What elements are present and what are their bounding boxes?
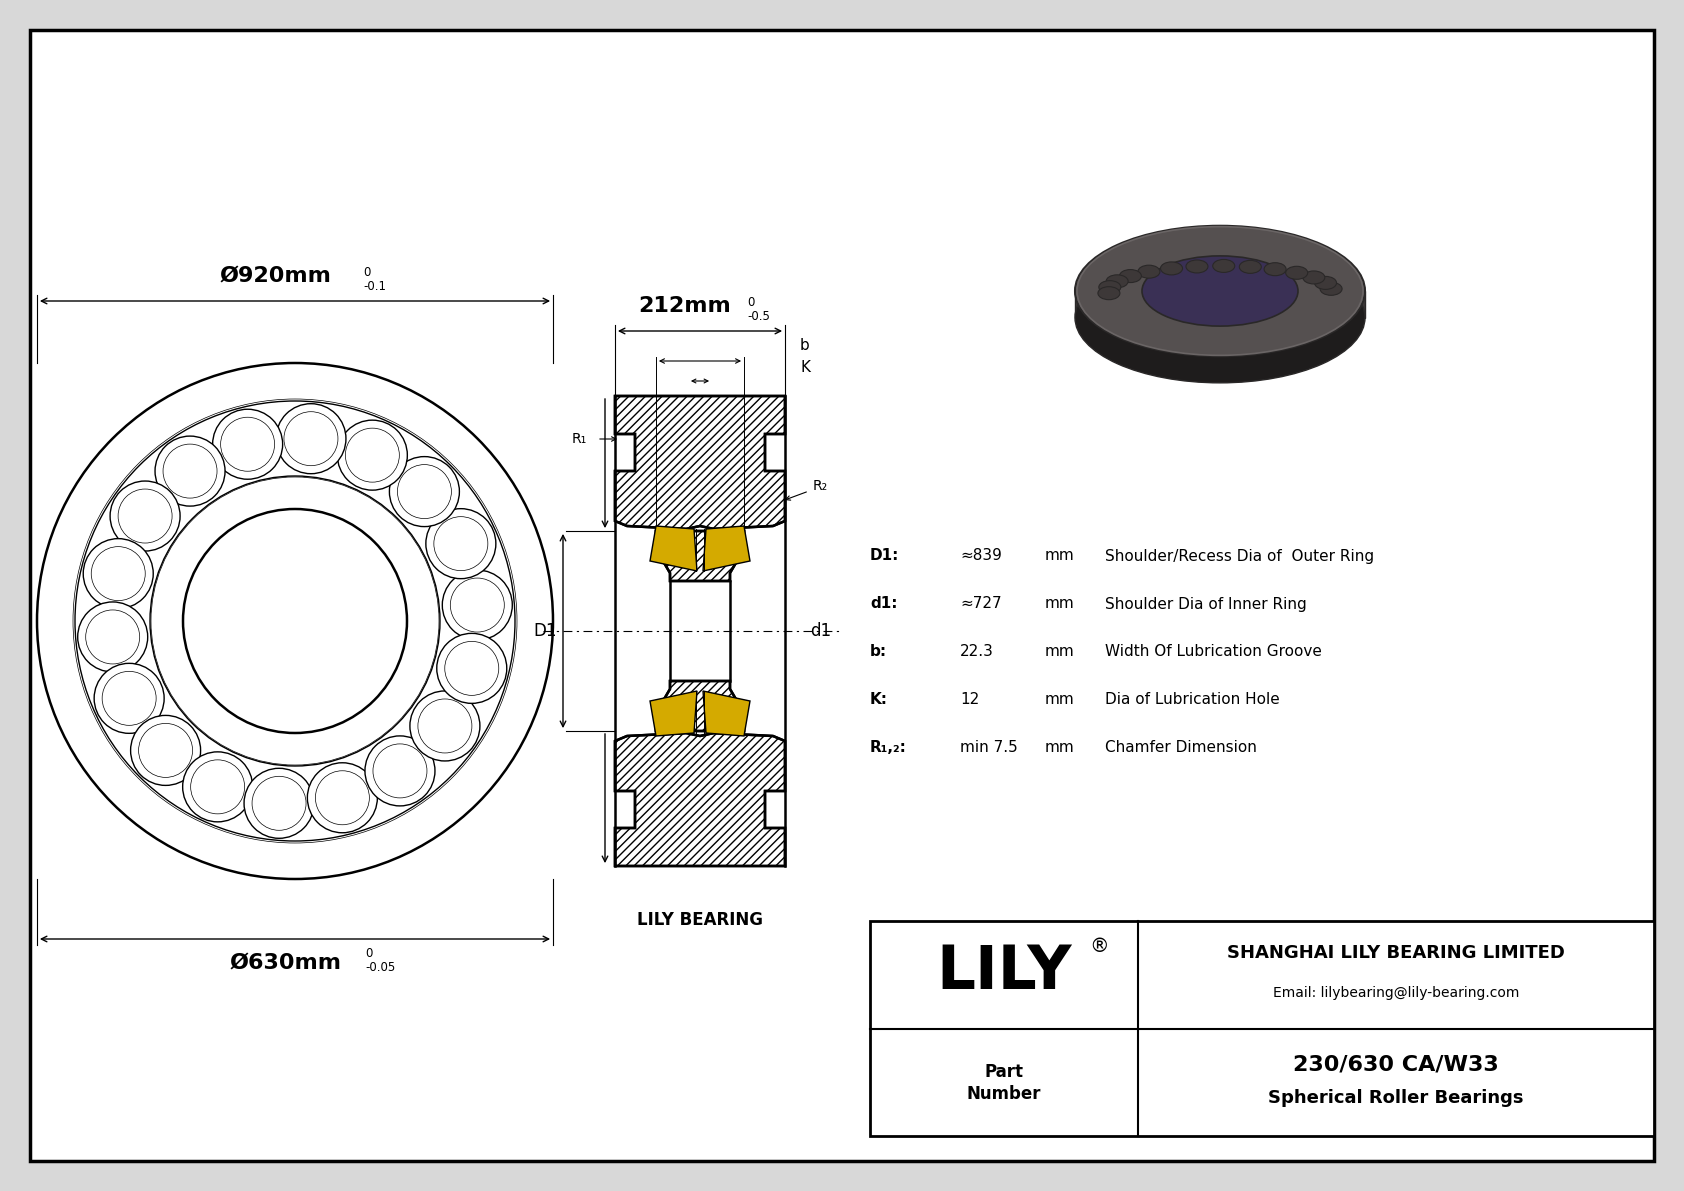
Bar [871, 921, 1654, 1136]
Text: Shoulder/Recess Dia of  Outer Ring: Shoulder/Recess Dia of Outer Ring [1105, 549, 1374, 563]
Circle shape [109, 481, 180, 551]
Ellipse shape [1138, 266, 1160, 279]
Polygon shape [702, 691, 749, 736]
Text: Spherical Roller Bearings: Spherical Roller Bearings [1268, 1090, 1524, 1108]
Text: 0: 0 [364, 266, 370, 279]
Text: Ø630mm: Ø630mm [229, 953, 340, 973]
Ellipse shape [1098, 287, 1120, 300]
Polygon shape [1074, 291, 1366, 318]
Text: Chamfer Dimension: Chamfer Dimension [1105, 741, 1256, 755]
Text: 212mm: 212mm [638, 297, 731, 316]
Circle shape [426, 509, 495, 579]
Circle shape [94, 663, 163, 734]
Circle shape [155, 436, 226, 506]
Ellipse shape [1212, 260, 1234, 273]
Text: b: b [800, 338, 810, 353]
Text: Email: lilybearing@lily-bearing.com: Email: lilybearing@lily-bearing.com [1273, 986, 1519, 999]
Ellipse shape [1142, 256, 1298, 326]
Ellipse shape [1320, 282, 1342, 295]
Text: 0: 0 [748, 297, 754, 308]
Circle shape [436, 634, 507, 704]
Text: mm: mm [1046, 549, 1074, 563]
Circle shape [77, 601, 148, 672]
Ellipse shape [1142, 282, 1298, 353]
Text: ®: ® [1090, 937, 1108, 956]
Text: mm: mm [1046, 597, 1074, 611]
Text: K:: K: [871, 692, 887, 707]
Circle shape [389, 456, 460, 526]
Text: Number: Number [967, 1085, 1041, 1103]
Text: ≈727: ≈727 [960, 597, 1002, 611]
Polygon shape [1142, 291, 1298, 318]
Ellipse shape [1100, 281, 1122, 294]
Polygon shape [650, 691, 697, 736]
Circle shape [308, 762, 377, 833]
Text: SHANGHAI LILY BEARING LIMITED: SHANGHAI LILY BEARING LIMITED [1228, 943, 1564, 962]
Polygon shape [702, 526, 749, 570]
Text: Ø920mm: Ø920mm [219, 266, 332, 286]
Circle shape [182, 752, 253, 822]
Text: Dia of Lubrication Hole: Dia of Lubrication Hole [1105, 692, 1280, 707]
Text: min 7.5: min 7.5 [960, 741, 1017, 755]
Text: mm: mm [1046, 644, 1074, 660]
Text: D1: D1 [534, 622, 557, 640]
Text: b:: b: [871, 644, 887, 660]
Text: 230/630 CA/W33: 230/630 CA/W33 [1293, 1054, 1499, 1074]
Ellipse shape [1285, 267, 1308, 280]
Text: mm: mm [1046, 741, 1074, 755]
Text: D1:: D1: [871, 549, 899, 563]
Text: R₁: R₁ [573, 432, 588, 445]
Text: d1:: d1: [871, 597, 898, 611]
Circle shape [276, 404, 345, 474]
Ellipse shape [1239, 261, 1261, 274]
Ellipse shape [1303, 270, 1325, 283]
Text: LILY: LILY [936, 943, 1071, 1003]
Ellipse shape [1186, 260, 1207, 273]
Polygon shape [650, 526, 697, 570]
Ellipse shape [1265, 263, 1287, 275]
Circle shape [244, 768, 313, 838]
Polygon shape [657, 681, 744, 731]
Text: 22.3: 22.3 [960, 644, 994, 660]
Text: -0.1: -0.1 [364, 280, 386, 293]
Circle shape [212, 410, 283, 479]
Text: K: K [800, 360, 810, 375]
Ellipse shape [1074, 252, 1366, 382]
Polygon shape [657, 531, 744, 581]
Circle shape [83, 538, 153, 609]
Text: 12: 12 [960, 692, 980, 707]
Text: Shoulder Dia of Inner Ring: Shoulder Dia of Inner Ring [1105, 597, 1307, 611]
Polygon shape [615, 732, 785, 866]
Text: 0: 0 [365, 947, 372, 960]
Text: ≈839: ≈839 [960, 549, 1002, 563]
Text: Part: Part [985, 1064, 1024, 1081]
Ellipse shape [1160, 262, 1182, 275]
Circle shape [131, 716, 200, 785]
Ellipse shape [1106, 275, 1128, 288]
Text: mm: mm [1046, 692, 1074, 707]
Polygon shape [615, 395, 785, 529]
Text: LILY BEARING: LILY BEARING [637, 911, 763, 929]
Circle shape [337, 420, 408, 491]
Text: R₁,₂:: R₁,₂: [871, 741, 908, 755]
Text: Width Of Lubrication Groove: Width Of Lubrication Groove [1105, 644, 1322, 660]
Text: R₂: R₂ [813, 479, 829, 493]
Circle shape [365, 736, 434, 806]
Circle shape [409, 691, 480, 761]
Circle shape [443, 570, 512, 640]
Ellipse shape [1074, 226, 1366, 356]
Text: d1: d1 [810, 622, 832, 640]
Text: -0.05: -0.05 [365, 961, 396, 974]
Ellipse shape [1120, 269, 1142, 282]
Text: -0.5: -0.5 [748, 310, 770, 323]
Ellipse shape [1315, 276, 1337, 289]
